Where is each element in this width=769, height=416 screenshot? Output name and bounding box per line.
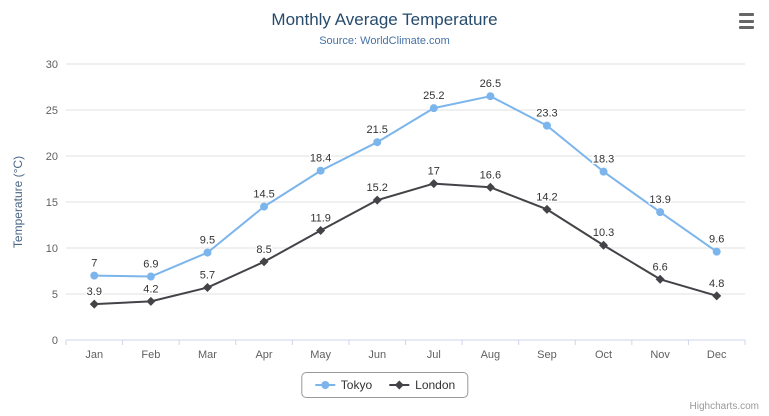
series-line-london[interactable] (93, 182, 718, 306)
data-label: 9.5 (200, 235, 215, 247)
data-point-london[interactable] (202, 283, 212, 293)
data-point-tokyo[interactable] (542, 121, 551, 130)
data-point-london[interactable] (599, 240, 609, 250)
x-tick-label: Jun (368, 349, 386, 361)
x-tick-label: Jan (85, 349, 103, 361)
data-label: 3.9 (87, 286, 102, 298)
data-point-tokyo[interactable] (486, 92, 495, 101)
data-label: 4.8 (709, 278, 724, 290)
y-tick-label: 20 (46, 151, 58, 163)
legend: Tokyo London (300, 372, 469, 398)
legend-item-london[interactable]: London (388, 378, 455, 392)
legend-label: Tokyo (340, 378, 373, 392)
legend-marker-circle-icon (314, 381, 335, 389)
data-label: 23.3 (536, 108, 557, 120)
y-tick-label: 25 (46, 105, 58, 117)
data-point-tokyo[interactable] (599, 167, 608, 176)
x-tick-label: Mar (198, 349, 217, 361)
y-tick-label: 30 (46, 59, 58, 71)
data-point-tokyo[interactable] (656, 208, 665, 217)
x-tick-label: Jul (427, 349, 441, 361)
data-point-london[interactable] (712, 291, 722, 301)
data-label: 26.5 (480, 78, 501, 90)
data-label: 6.9 (143, 259, 158, 271)
legend-marker-diamond-icon (389, 380, 410, 390)
data-point-london[interactable] (146, 296, 156, 306)
y-tick-label: 5 (52, 289, 58, 301)
y-tick-label: 10 (46, 243, 58, 255)
data-label: 9.6 (709, 234, 724, 246)
x-tick-label: Sep (537, 349, 557, 361)
data-point-london[interactable] (259, 257, 269, 267)
x-tick-label: Oct (595, 349, 612, 361)
data-label: 14.2 (536, 191, 557, 203)
credits-link[interactable]: Highcharts.com (689, 401, 759, 412)
data-point-tokyo[interactable] (316, 166, 325, 175)
data-point-tokyo[interactable] (90, 271, 99, 280)
data-label: 16.6 (480, 169, 501, 181)
data-point-tokyo[interactable] (203, 248, 212, 257)
data-label: 25.2 (423, 90, 444, 102)
chart-title: Monthly Average Temperature (271, 10, 498, 29)
hamburger-bar (739, 19, 754, 23)
data-point-tokyo[interactable] (429, 104, 438, 113)
data-point-london[interactable] (429, 179, 439, 189)
chart-subtitle: Source: WorldClimate.com (319, 35, 450, 47)
data-point-tokyo[interactable] (260, 202, 269, 211)
data-label: 18.4 (310, 153, 331, 165)
data-label: 18.3 (593, 154, 614, 166)
data-label: 5.7 (200, 270, 215, 282)
x-tick-label: Apr (255, 349, 272, 361)
data-label: 17 (428, 166, 440, 178)
x-tick-label: Nov (650, 349, 670, 361)
data-label: 4.2 (143, 283, 158, 295)
data-point-london[interactable] (372, 195, 382, 205)
export-menu-icon[interactable] (737, 13, 757, 29)
x-tick-label: May (310, 349, 331, 361)
data-label: 7 (91, 258, 97, 270)
data-point-tokyo[interactable] (373, 138, 382, 147)
x-tick-label: Feb (141, 349, 160, 361)
data-label: 21.5 (366, 124, 387, 136)
data-point-london[interactable] (89, 299, 99, 309)
data-point-tokyo[interactable] (146, 272, 155, 281)
data-label: 15.2 (366, 182, 387, 194)
data-point-london[interactable] (316, 226, 326, 236)
x-tick-label: Dec (707, 349, 727, 361)
data-label: 14.5 (253, 189, 274, 201)
hamburger-bar (739, 26, 754, 29)
data-label: 8.5 (256, 244, 271, 256)
data-point-london[interactable] (485, 182, 495, 192)
hamburger-bar (739, 13, 754, 16)
y-tick-label: 15 (46, 197, 58, 209)
legend-label: London (415, 378, 456, 392)
data-point-london[interactable] (655, 274, 665, 284)
data-label: 10.3 (593, 227, 614, 239)
data-label: 6.6 (652, 261, 667, 273)
legend-item-tokyo[interactable]: Tokyo (314, 378, 372, 392)
y-tick-label: 0 (52, 335, 58, 347)
data-label: 13.9 (649, 194, 670, 206)
x-tick-label: Aug (481, 349, 501, 361)
y-axis-title: Temperature (°C) (11, 156, 25, 248)
data-point-tokyo[interactable] (712, 247, 721, 256)
data-point-london[interactable] (542, 204, 552, 214)
series-line-tokyo[interactable] (93, 95, 718, 278)
data-label: 11.9 (310, 213, 331, 225)
